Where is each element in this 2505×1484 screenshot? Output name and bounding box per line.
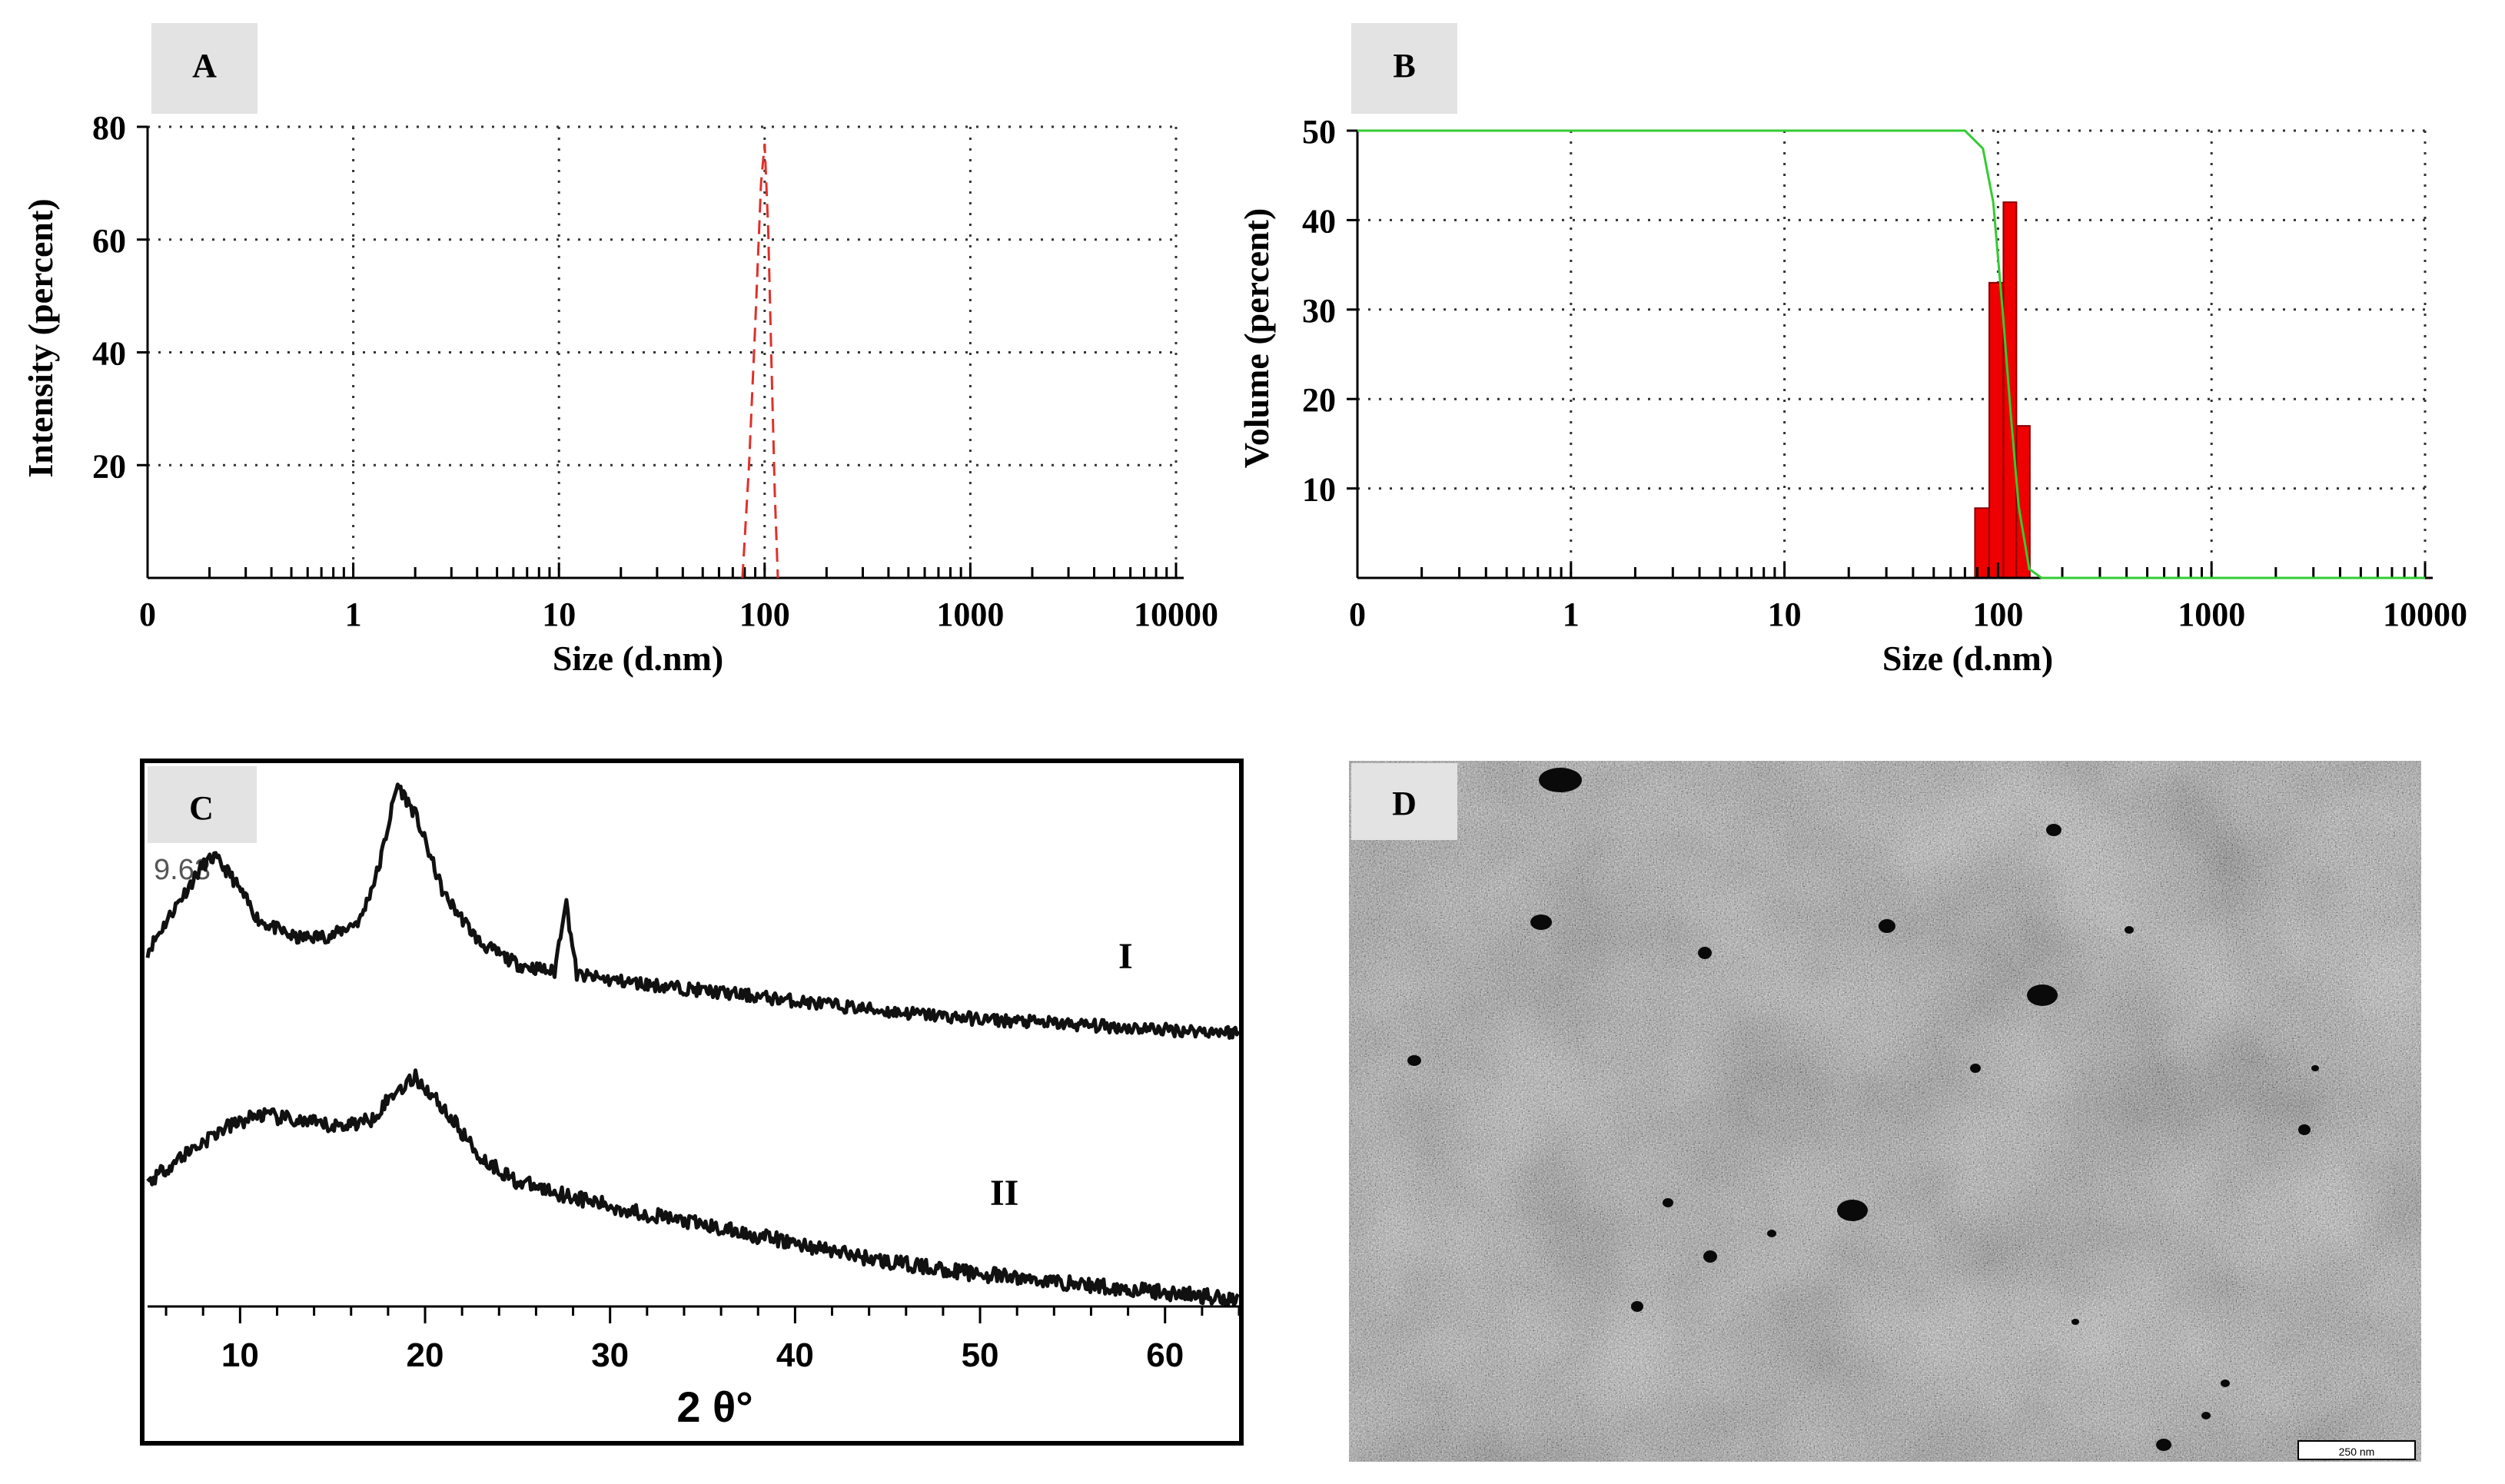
panel-a-y-tick-label: 60 <box>92 222 126 260</box>
panel-c-xrd-chart: C 9.63 10 20 30 40 50 60 I II 2 θ° <box>140 759 1244 1446</box>
panel-c-x-tick-label: 60 <box>1146 1336 1184 1374</box>
panel-d-particle <box>1970 1064 1981 1073</box>
panel-a-tag-box <box>151 23 257 114</box>
panel-d-image-shading <box>1349 761 2421 1462</box>
panel-d-particle <box>1663 1198 1673 1207</box>
panel-d-particle <box>2027 984 2058 1006</box>
panel-a-intensity-curve <box>741 143 779 579</box>
panel-d-particle <box>1530 915 1552 930</box>
panel-d-particle <box>1407 1055 1421 1066</box>
panel-b-cumulative-curve <box>1357 129 2425 579</box>
panel-a-x-tick-label: 1000 <box>936 596 1004 633</box>
panel-c-x-tick-label: 10 <box>221 1336 259 1374</box>
panel-d-tag-box <box>1351 763 1457 840</box>
panel-a-x-axis-label: Size (d.nm) <box>553 639 723 678</box>
panel-a-tag: A <box>192 47 217 85</box>
panel-c-xrd-curve-i <box>145 782 1241 1040</box>
panel-d-particle <box>2311 1065 2319 1071</box>
panel-a-y-tick-label: 20 <box>92 447 126 485</box>
panel-d-particle <box>2046 824 2061 836</box>
panel-d-particle <box>2201 1412 2211 1419</box>
panel-c-frame <box>140 759 1244 1446</box>
panel-c-x-tick-label: 30 <box>591 1336 629 1374</box>
panel-d-particle <box>2221 1379 2230 1387</box>
panel-c-series-label-ii: II <box>990 1173 1018 1213</box>
panel-d-tem-image: D 250 nm <box>1349 761 2421 1462</box>
panel-a-x-tick-label: 1 <box>345 596 362 633</box>
panel-b-x-tick-label: 0 <box>1349 596 1366 633</box>
panel-d-tag: D <box>1392 785 1417 822</box>
panel-b-volume-chart: B 0 1 10 100 1000 10000 10 20 30 40 50 Size (d.nm)… <box>1237 23 2467 678</box>
panel-d-particle <box>1698 947 1712 959</box>
panel-c-series-label-i: I <box>1118 936 1133 977</box>
panel-a-x-tick-label: 10000 <box>1134 596 1218 633</box>
panel-b-y-axis-label: Volume (percent) <box>1237 208 1276 469</box>
panel-a-x-tick-label: 10 <box>542 596 576 633</box>
panel-d-particle <box>1539 768 1582 792</box>
panel-d-particle <box>1879 919 1895 933</box>
panel-d-scale-bar-label: 250 nm <box>2339 1446 2375 1458</box>
panel-c-xrd-curve-ii <box>146 1068 1241 1308</box>
panel-d-particle <box>1703 1250 1717 1263</box>
panel-b-y-tick-label: 20 <box>1302 381 1336 419</box>
panel-b-x-tick-label: 10000 <box>2383 596 2467 633</box>
panel-b-x-tick-label: 100 <box>1972 596 2023 633</box>
panel-d-particle <box>2071 1319 2079 1325</box>
panel-d-particle <box>1767 1230 1776 1237</box>
panel-c-x-tick-label: 40 <box>776 1336 814 1374</box>
panel-b-volume-bar <box>1988 281 2005 579</box>
panel-b-y-tick-label: 30 <box>1302 292 1336 330</box>
panel-b-tag-box <box>1351 23 1457 114</box>
panel-b-tag: B <box>1393 47 1415 85</box>
panel-b-x-tick-label: 1 <box>1563 596 1580 633</box>
panel-c-tag: C <box>189 789 214 827</box>
panel-a-y-axis-label: Intensity (percent) <box>21 198 60 477</box>
panel-b-x-axis-label: Size (d.nm) <box>1882 639 2053 678</box>
panel-c-x-tick-label: 50 <box>962 1336 999 1374</box>
panel-a-x-tick-label: 0 <box>139 596 156 633</box>
panel-d-particle <box>1837 1200 1868 1221</box>
panel-c-x-tick-label: 20 <box>407 1336 444 1374</box>
panel-a-y-tick-label: 80 <box>92 109 126 147</box>
panel-b-x-tick-label: 1000 <box>2178 596 2245 633</box>
panel-d-particles <box>1407 768 2319 1451</box>
panel-d-particle <box>2125 926 2134 934</box>
panel-c-tag-box <box>148 766 257 843</box>
panel-c-x-axis-label: 2 θ° <box>676 1383 752 1431</box>
panel-d-particle <box>2298 1124 2311 1135</box>
panel-a-y-tick-label: 40 <box>92 335 126 373</box>
panel-d-scale-bar-box <box>2297 1440 2416 1460</box>
panel-a-x-tick-label: 100 <box>739 596 790 633</box>
panel-b-y-tick-label: 50 <box>1302 113 1336 151</box>
panel-a-intensity-chart: A 0 1 10 100 1000 10000 20 40 60 80 Size (d.nm) I… <box>21 23 1218 678</box>
panel-d-particle <box>1631 1301 1643 1312</box>
panel-b-y-tick-label: 10 <box>1302 471 1336 509</box>
panel-b-y-tick-label: 40 <box>1302 202 1336 240</box>
panel-b-x-tick-label: 10 <box>1768 596 1802 633</box>
panel-d-particle <box>2156 1439 2171 1451</box>
